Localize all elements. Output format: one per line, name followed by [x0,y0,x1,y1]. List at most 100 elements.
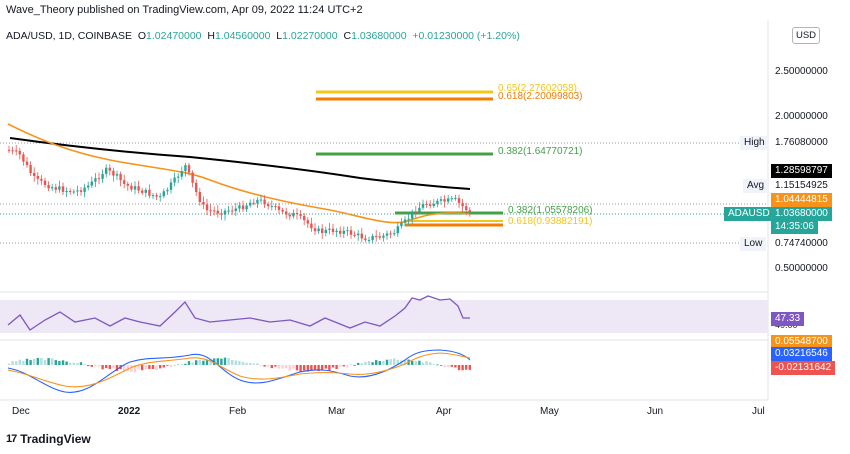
macd-signal-line[interactable] [7,352,471,388]
macd-line[interactable] [7,349,471,393]
rsi-line[interactable] [7,295,470,331]
rsi-band [0,300,768,333]
tradingview-logo[interactable]: 17 TradingView [6,432,91,446]
high-label: High [740,136,769,150]
candle-body [195,182,198,193]
macd-histogram-bar [234,360,237,365]
macd-histogram-bar [281,365,284,369]
macd-histogram-bar [141,365,144,371]
candle-body [295,213,299,215]
macd-histogram-bar [72,362,75,365]
macd-histogram-bar [22,360,25,365]
macd-histogram-bar [263,365,266,367]
macd-histogram-bar [29,360,32,365]
macd-signal-value-tag: 0.05548700 [771,335,832,349]
candle-body [389,233,392,235]
ma-orange-value-tag: 1.04444815 [771,193,832,207]
macd-histogram-bar [69,362,72,365]
moving-average-black[interactable] [9,137,471,190]
candle-body [324,229,327,234]
macd-histogram-bar [342,365,345,367]
macd-histogram-bar [108,365,111,369]
macd-histogram-bar [87,365,90,367]
time-label: 2022 [118,406,141,417]
macd-histogram-bar [36,357,39,365]
candle-body [303,215,306,221]
macd-histogram-bar [33,358,36,365]
candle-body [411,211,414,219]
time-label: Dec [12,406,30,417]
candle-body [414,211,417,213]
symbol-tag: ADAUSD [724,207,774,221]
candle-body [126,183,129,186]
candle-body [313,228,317,232]
macd-histogram-bar [349,364,353,366]
candle-body [331,228,335,233]
macd-histogram-bar [61,360,65,365]
candle-body [115,174,119,176]
candle-body [65,190,68,192]
macd-histogram-bar [15,361,18,365]
candle-body [321,228,324,234]
macd-histogram-bar [468,365,471,370]
macd-histogram-bar [76,362,79,365]
candle-body [169,182,173,190]
candle-body [432,203,435,206]
candlestick-series[interactable] [7,144,471,244]
time-label: Feb [229,406,247,417]
candle-body [151,195,155,197]
candle-body [342,230,345,234]
candle-body [360,233,363,239]
macd-histogram-bar [324,365,327,369]
macd-histogram-bar [292,365,295,369]
publisher-line: Wave_Theory published on TradingView.com… [6,4,363,16]
macd-histogram-bar [112,365,115,369]
macd-histogram-bar [130,365,133,372]
candle-body [7,150,11,151]
macd-histogram-bar [382,360,385,365]
macd-histogram-bar [396,359,399,365]
macd-histogram-bar [346,365,349,368]
candle-body [130,185,133,190]
low-value: 0.74740000 [775,238,828,249]
candle-body [162,191,165,197]
macd-histogram-bar [411,361,414,365]
candle-body [447,198,450,202]
candle-body [252,202,255,204]
macd-histogram-bar [11,361,14,365]
macd-histogram-bar [220,358,223,365]
macd-histogram-bar [173,364,176,366]
candle-body [382,235,385,238]
candle-body [180,171,183,177]
candle-body [317,228,320,232]
macd-histogram-bar [241,361,245,365]
candle-body [436,200,439,204]
macd-histogram-bar [439,365,443,366]
candle-body [245,205,248,210]
macd-histogram-bar [378,361,381,365]
time-label: Jun [647,406,664,417]
candle-body [40,178,43,181]
macd-histogram-bar [51,358,54,365]
macd-histogram-bar [259,365,263,366]
tradingview-logo-icon: 17 [6,433,17,445]
macd-histogram-bar [115,365,119,371]
macd-histogram-bar [432,364,435,365]
price-tick: 2.00000000 [775,111,828,122]
candle-body [141,190,144,193]
time-label: Apr [436,406,452,417]
candle-body [468,210,471,212]
candle-body [18,150,21,155]
candle-body [425,204,428,206]
ma-black-value-tag: 1.28598797 [771,164,832,178]
macd-histogram-bar [159,365,162,369]
candle-body [328,228,331,230]
macd-histogram-bar [454,365,457,368]
candle-body [119,174,122,181]
macd-histogram-bar [58,361,61,365]
macd-histogram-bar [249,363,252,365]
macd-histogram-bar [429,362,432,365]
currency-button[interactable]: USD [792,27,820,44]
macd-histogram-bar [299,365,302,372]
